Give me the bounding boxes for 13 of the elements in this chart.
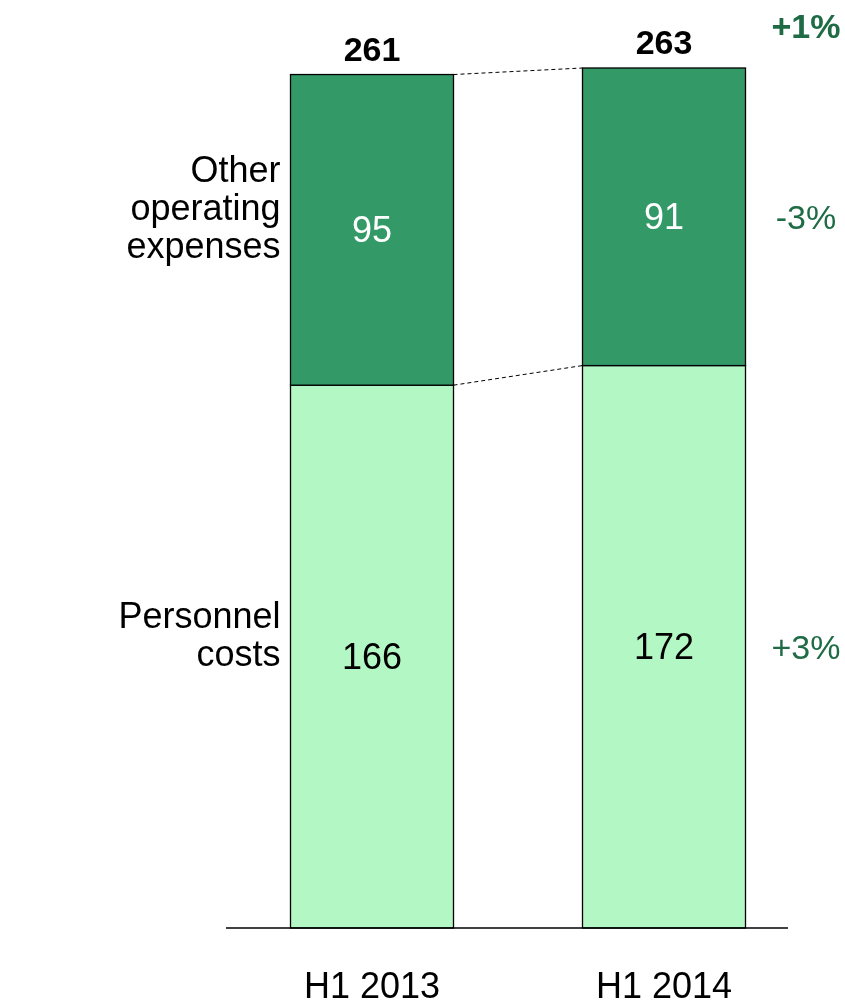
total-label: 263 xyxy=(635,23,693,61)
data-label: 172 xyxy=(633,625,695,667)
x-tick-label: H1 2013 xyxy=(303,965,441,1004)
series-label: Personnel costs xyxy=(118,594,281,674)
annotation: +3% xyxy=(771,627,841,666)
series-label: Other operating expenses xyxy=(126,148,281,266)
x-tick-label: H1 2014 xyxy=(595,965,733,1004)
data-label: 95 xyxy=(351,208,393,250)
data-label: 166 xyxy=(341,635,403,677)
text: +1% xyxy=(771,7,841,45)
annotation: -3% xyxy=(775,197,837,236)
data-label: 91 xyxy=(643,195,685,237)
total-label: 261 xyxy=(343,29,401,68)
